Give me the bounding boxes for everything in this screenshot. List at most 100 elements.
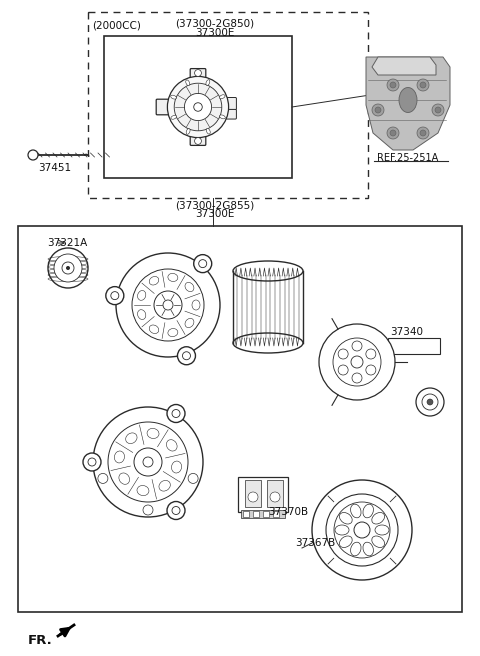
Circle shape <box>188 474 198 483</box>
FancyBboxPatch shape <box>190 135 206 146</box>
Ellipse shape <box>185 282 194 292</box>
Circle shape <box>116 253 220 357</box>
Circle shape <box>333 338 381 386</box>
Ellipse shape <box>138 310 146 319</box>
Circle shape <box>319 324 395 400</box>
Circle shape <box>432 104 444 116</box>
Bar <box>245 480 261 507</box>
Bar <box>241 510 285 518</box>
Ellipse shape <box>219 94 225 98</box>
Bar <box>238 477 288 512</box>
Ellipse shape <box>339 512 352 524</box>
Ellipse shape <box>114 451 124 463</box>
Bar <box>273 511 279 517</box>
Circle shape <box>174 83 222 131</box>
Circle shape <box>312 480 412 580</box>
Circle shape <box>326 494 398 566</box>
Polygon shape <box>372 57 436 75</box>
Circle shape <box>390 130 396 136</box>
Ellipse shape <box>137 485 149 495</box>
Text: 37451: 37451 <box>38 163 72 173</box>
Ellipse shape <box>372 536 384 548</box>
FancyBboxPatch shape <box>156 99 170 115</box>
Circle shape <box>83 453 101 471</box>
Ellipse shape <box>149 276 159 285</box>
Ellipse shape <box>339 536 352 548</box>
Text: (2000CC): (2000CC) <box>92 21 141 31</box>
Circle shape <box>352 373 362 383</box>
Circle shape <box>351 356 363 368</box>
Ellipse shape <box>192 300 200 310</box>
Text: FR.: FR. <box>28 634 53 647</box>
Circle shape <box>248 492 258 502</box>
Ellipse shape <box>350 543 361 556</box>
Circle shape <box>352 341 362 351</box>
Ellipse shape <box>350 504 361 518</box>
Ellipse shape <box>119 473 130 484</box>
Bar <box>18 226 462 612</box>
Text: 37321A: 37321A <box>47 238 87 248</box>
Ellipse shape <box>186 129 190 134</box>
Ellipse shape <box>186 80 190 85</box>
Circle shape <box>194 70 202 76</box>
Circle shape <box>387 127 399 139</box>
Ellipse shape <box>147 428 159 438</box>
Ellipse shape <box>185 318 194 327</box>
Circle shape <box>372 104 384 116</box>
Polygon shape <box>366 57 450 150</box>
Circle shape <box>93 407 203 517</box>
Circle shape <box>194 138 202 144</box>
Text: 37367B: 37367B <box>295 538 335 548</box>
Text: 37300E: 37300E <box>195 209 235 219</box>
Bar <box>263 511 269 517</box>
Circle shape <box>422 394 438 410</box>
Circle shape <box>168 76 228 138</box>
Circle shape <box>420 130 426 136</box>
Ellipse shape <box>171 115 177 119</box>
Circle shape <box>194 255 212 273</box>
Circle shape <box>62 262 74 274</box>
Circle shape <box>416 388 444 416</box>
Ellipse shape <box>171 95 176 99</box>
Circle shape <box>167 405 185 422</box>
Ellipse shape <box>233 333 303 353</box>
Text: 37300E: 37300E <box>195 28 235 38</box>
Circle shape <box>167 501 185 520</box>
Circle shape <box>354 522 370 538</box>
Ellipse shape <box>233 261 303 281</box>
Bar <box>233 271 303 343</box>
Circle shape <box>163 300 173 310</box>
Circle shape <box>338 349 348 359</box>
Circle shape <box>106 287 124 304</box>
Ellipse shape <box>167 440 177 451</box>
Bar <box>267 480 283 507</box>
FancyBboxPatch shape <box>190 69 206 79</box>
Circle shape <box>48 248 88 288</box>
Circle shape <box>270 492 280 502</box>
Circle shape <box>154 291 182 319</box>
Circle shape <box>375 107 381 113</box>
Circle shape <box>98 474 108 483</box>
Circle shape <box>143 457 153 467</box>
Circle shape <box>28 150 38 160</box>
Ellipse shape <box>159 480 170 491</box>
Circle shape <box>184 93 212 121</box>
Ellipse shape <box>399 87 417 112</box>
Ellipse shape <box>363 543 373 556</box>
Ellipse shape <box>335 525 349 535</box>
Ellipse shape <box>168 274 178 281</box>
Circle shape <box>132 269 204 341</box>
Bar <box>253 511 259 517</box>
Ellipse shape <box>375 525 389 535</box>
Circle shape <box>194 103 202 112</box>
Ellipse shape <box>363 504 373 518</box>
Ellipse shape <box>168 329 178 337</box>
Circle shape <box>417 79 429 91</box>
Bar <box>243 511 249 517</box>
Circle shape <box>143 505 153 515</box>
Text: 37340: 37340 <box>390 327 423 337</box>
Bar <box>388 338 440 354</box>
FancyBboxPatch shape <box>226 110 236 119</box>
FancyBboxPatch shape <box>226 98 236 110</box>
Bar <box>88 12 368 198</box>
